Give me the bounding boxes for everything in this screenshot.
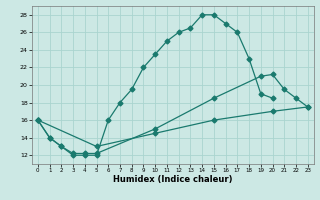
- X-axis label: Humidex (Indice chaleur): Humidex (Indice chaleur): [113, 175, 233, 184]
